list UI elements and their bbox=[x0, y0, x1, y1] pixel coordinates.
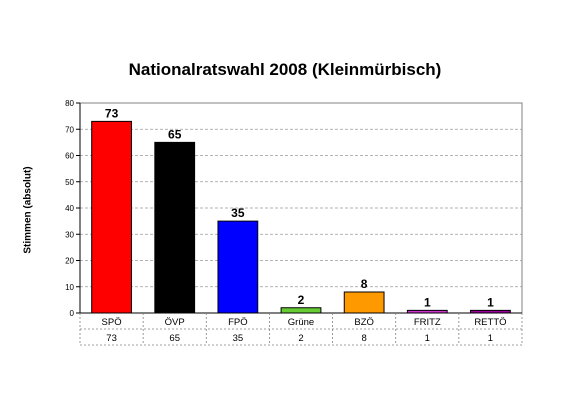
bar bbox=[217, 220, 259, 314]
bar-value-label: 2 bbox=[298, 293, 305, 307]
bar bbox=[343, 291, 385, 314]
x-tick-label: FRITZ bbox=[414, 317, 441, 328]
bar bbox=[280, 307, 322, 314]
table-value: 8 bbox=[361, 333, 366, 344]
bar-value-label: 1 bbox=[487, 295, 494, 309]
x-tick-label: RETTÖ bbox=[474, 317, 506, 328]
x-tick-label: BZÖ bbox=[354, 317, 374, 328]
x-tick-label: ÖVP bbox=[165, 317, 185, 328]
bar bbox=[154, 141, 196, 314]
bar-value-label: 73 bbox=[105, 106, 119, 120]
table-value: 2 bbox=[298, 333, 303, 344]
chart-title: Nationalratswahl 2008 (Kleinmürbisch) bbox=[128, 60, 442, 79]
table-value: 1 bbox=[488, 333, 493, 344]
bar-value-label: 8 bbox=[361, 277, 368, 291]
table-value: 1 bbox=[425, 333, 430, 344]
y-tick-label: 80 bbox=[65, 99, 74, 108]
table-value: 73 bbox=[106, 333, 117, 344]
bar-value-label: 35 bbox=[231, 206, 245, 220]
table-value: 35 bbox=[233, 333, 244, 344]
x-tick-label: FPÖ bbox=[228, 317, 248, 328]
y-tick-label: 30 bbox=[65, 230, 74, 239]
bar-value-label: 1 bbox=[424, 295, 431, 309]
y-tick-label: 10 bbox=[65, 283, 74, 292]
y-tick-label: 60 bbox=[65, 152, 74, 161]
y-tick-label: 40 bbox=[65, 204, 74, 213]
bar-value-label: 65 bbox=[168, 127, 182, 141]
y-tick-label: 50 bbox=[65, 178, 74, 187]
table-value: 65 bbox=[169, 333, 180, 344]
y-tick-label: 0 bbox=[70, 309, 75, 318]
y-tick-label: 20 bbox=[65, 257, 74, 266]
bar bbox=[91, 120, 132, 314]
x-tick-label: SPÖ bbox=[102, 317, 122, 328]
y-tick-label: 70 bbox=[65, 125, 74, 134]
x-tick-label: Grüne bbox=[288, 317, 314, 328]
